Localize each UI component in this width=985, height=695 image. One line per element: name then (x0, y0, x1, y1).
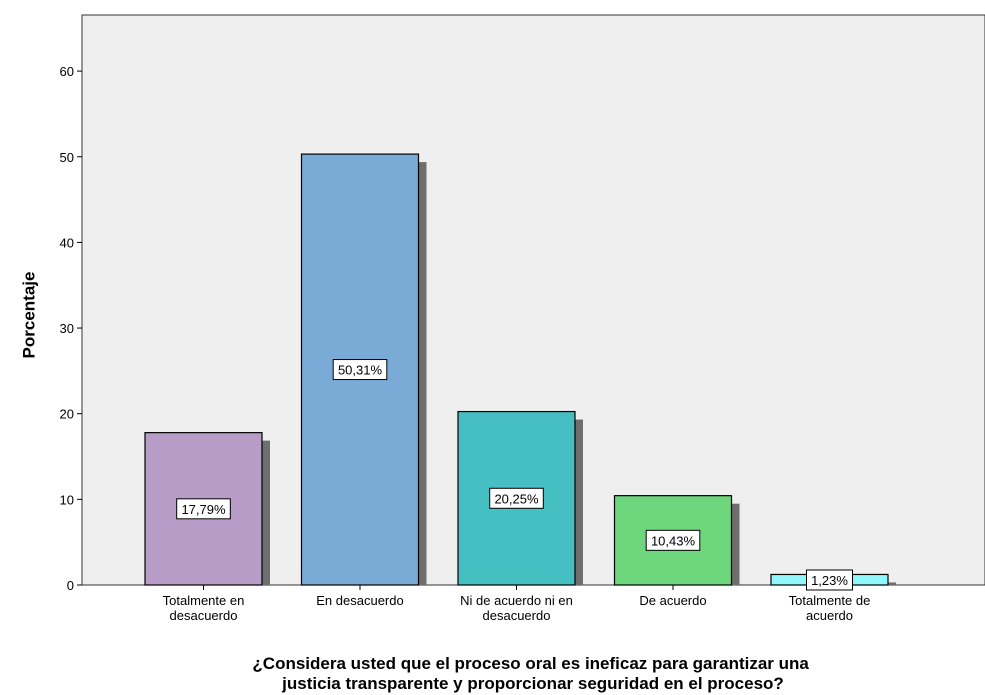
y-tick-label: 0 (67, 578, 74, 593)
y-tick-label: 50 (60, 150, 74, 165)
y-tick-label: 30 (60, 321, 74, 336)
y-tick-label: 10 (60, 492, 74, 507)
data-label: 20,25% (494, 491, 539, 506)
y-tick-label: 20 (60, 407, 74, 422)
y-tick-label: 60 (60, 64, 74, 79)
x-tick-label-line: Totalmente de (789, 593, 871, 608)
data-label-box (332, 359, 388, 381)
x-tick-label-line: Ni de acuerdo ni en (460, 593, 573, 608)
data-label: 10,43% (651, 533, 696, 548)
data-label: 17,79% (181, 502, 226, 517)
x-tick-label: Totalmente de acuerdo (789, 593, 871, 623)
y-axis-title-group: Porcentaje (19, 272, 38, 359)
x-tick-label-line: desacuerdo (170, 608, 238, 623)
x-axis-title-line-1: ¿Considera usted que el proceso oral es … (252, 654, 809, 673)
x-tick-label-line: desacuerdo (483, 608, 551, 623)
x-axis-title: ¿Considera usted que el proceso oral es … (252, 654, 813, 693)
data-label: 50,31% (338, 363, 383, 378)
x-tick-label: En desacuerdo (316, 593, 403, 608)
data-label: 1,23% (811, 573, 848, 588)
y-axis-title: Porcentaje (19, 272, 38, 359)
data-label-box (645, 529, 701, 551)
data-label-box (806, 569, 853, 591)
x-tick-label: Ni de acuerdo ni en desacuerdo (460, 593, 573, 623)
y-tick-label: 40 (60, 235, 74, 250)
x-tick-label: De acuerdo (639, 593, 706, 608)
x-tick-label: Totalmente en desacuerdo (163, 593, 245, 623)
x-tick-label-line: Totalmente en (163, 593, 245, 608)
x-tick-label-line: De acuerdo (639, 593, 706, 608)
data-label-box (489, 487, 544, 509)
x-tick-label-line: En desacuerdo (316, 593, 403, 608)
x-tick-label-line: acuerdo (806, 608, 853, 623)
data-label-box (176, 498, 231, 520)
x-axis-title-line-2: justicia transparente y proporcionar seg… (281, 674, 784, 693)
